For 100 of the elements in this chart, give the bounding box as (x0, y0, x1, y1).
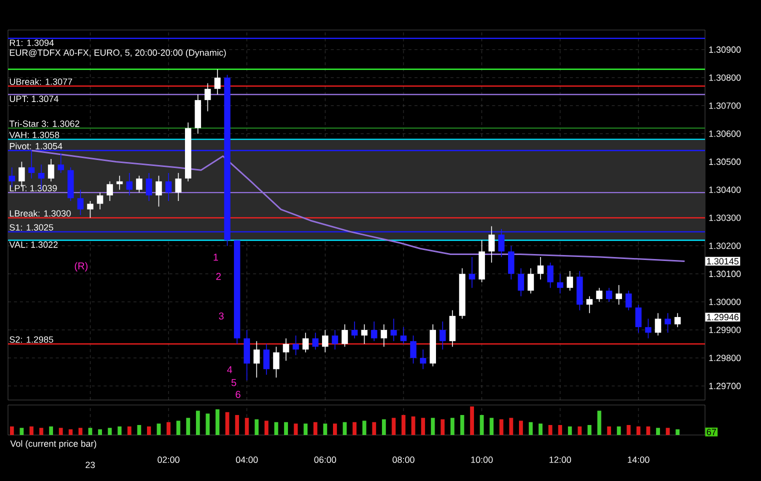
annotation: 1 (214, 254, 218, 261)
candlestick (214, 68, 221, 95)
x-tick-label: 06:00 (314, 456, 336, 463)
candlestick (146, 172, 152, 202)
bar (597, 410, 602, 435)
x-tick-label: 04:00 (236, 456, 258, 463)
candlestick (508, 245, 514, 280)
y-tick-label: 1.30900 (709, 46, 741, 53)
bar (137, 425, 142, 435)
bar (254, 419, 259, 435)
y-tick-label: 1.30500 (709, 158, 741, 165)
ref-line-label: S2: 1.2985 (10, 336, 54, 343)
annotation: 2 (216, 272, 221, 280)
bar (244, 418, 249, 435)
ref-line-label: LPT: 1.3039 (10, 185, 57, 192)
candlestick (468, 256, 476, 288)
candlestick (626, 290, 632, 311)
text: Vol (current price bar) (10, 440, 96, 449)
candlestick (254, 340, 260, 378)
bar (313, 422, 318, 435)
candlestick (322, 330, 328, 353)
candlestick (136, 175, 142, 193)
bar (490, 418, 494, 435)
candlestick (645, 318, 652, 339)
bar (186, 418, 190, 435)
bar (421, 418, 426, 435)
candlestick (361, 324, 368, 344)
candlestick (292, 335, 299, 356)
ref-line-label: R1: 1.3094 (10, 40, 54, 46)
text: 67 (706, 428, 716, 436)
candlestick (390, 318, 397, 342)
bar (607, 426, 612, 435)
bar (362, 420, 366, 435)
candlestick (48, 158, 54, 182)
candlestick (518, 268, 524, 297)
bar (676, 429, 680, 435)
y-tick-label: 1.30100 (709, 270, 741, 278)
bar (430, 418, 435, 435)
bar (480, 415, 484, 435)
candlestick (556, 273, 564, 294)
y-tick-label: 1.30300 (709, 214, 741, 221)
candlestick (342, 324, 348, 348)
bar (519, 420, 523, 435)
y-tick-label: 1.29800 (709, 354, 741, 362)
candlestick (58, 152, 64, 174)
x-tick-label: 02:00 (158, 456, 180, 463)
ref-line-label: S1: 1.3025 (10, 224, 54, 231)
bar (235, 415, 240, 435)
candlestick (380, 324, 388, 348)
y-tick-label: 1.30200 (709, 242, 741, 250)
bar (225, 412, 230, 435)
bar (108, 428, 112, 435)
annotation: 6 (236, 390, 240, 398)
bar (98, 429, 102, 435)
x-tick-label: 12:00 (550, 456, 572, 463)
bar (147, 426, 151, 435)
bar (156, 424, 161, 435)
candlestick (586, 296, 593, 314)
candlestick (96, 192, 104, 210)
bar (568, 426, 572, 435)
candlestick (547, 262, 554, 288)
candlestick (126, 172, 133, 196)
candlestick (596, 287, 602, 302)
bar (274, 422, 278, 435)
bar (284, 422, 288, 435)
bar (548, 425, 552, 435)
y-tick-label: 1.30700 (709, 102, 741, 109)
bar (78, 428, 82, 435)
candlestick (263, 344, 270, 376)
bar (470, 406, 474, 435)
bar (499, 419, 504, 435)
candlestick (273, 346, 280, 378)
bar (342, 422, 347, 435)
text: 23 (86, 462, 95, 468)
bar (68, 429, 73, 435)
bar (588, 425, 592, 435)
candlestick (537, 256, 544, 280)
bar (402, 415, 406, 435)
annotation: 5 (231, 379, 236, 386)
bar (372, 422, 376, 435)
bar (127, 426, 132, 435)
candlestick (566, 270, 574, 292)
bar (294, 424, 298, 435)
candlestick (635, 304, 642, 334)
bar (49, 426, 54, 435)
y-tick-label: 1.30600 (709, 130, 741, 137)
candlestick (312, 332, 319, 350)
bar (323, 424, 328, 435)
candlestick (351, 321, 358, 339)
bar (333, 424, 337, 435)
candlestick (420, 349, 426, 370)
bar (656, 428, 660, 435)
bar (558, 425, 562, 435)
bar (196, 410, 200, 435)
bar (538, 424, 543, 435)
bar (382, 419, 386, 435)
bar (528, 422, 533, 435)
bar (616, 426, 621, 435)
bar (20, 428, 24, 435)
candlestick (106, 180, 113, 202)
